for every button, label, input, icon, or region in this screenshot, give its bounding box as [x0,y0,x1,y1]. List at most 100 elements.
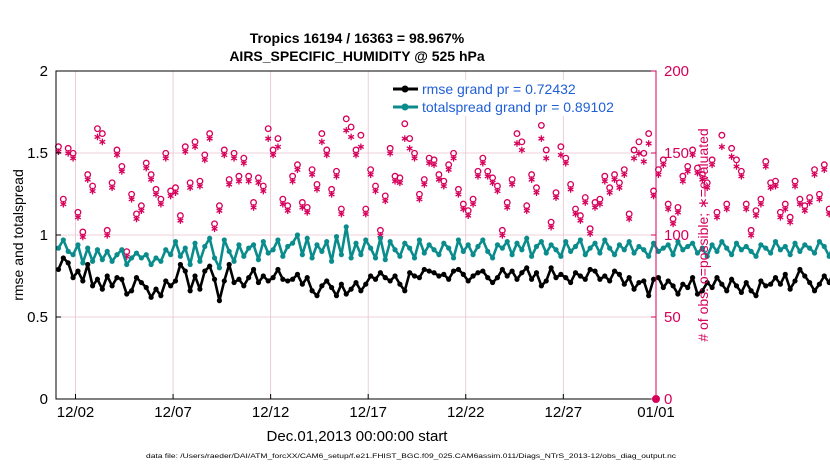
obs-evaluated-point [382,197,389,205]
obs-evaluated-point [533,189,540,197]
totalspread-point [592,240,598,246]
rmse-point [333,293,340,299]
obs-evaluated-point [201,156,208,164]
y-right-tick-label: 200 [664,63,689,80]
obs-evaluated-point [313,186,321,193]
rmse-point [621,281,627,287]
legend-spread-marker [401,103,409,111]
rmse-point [504,273,510,279]
rmse-point [133,275,140,281]
obs-evaluated-point [79,233,87,241]
totalspread-point [758,242,764,248]
totalspread-point [275,237,281,243]
rmse-point [465,278,471,284]
totalspread-point [714,248,720,254]
totalspread-point [748,248,754,254]
obs-evaluated-point [821,166,828,174]
obs-evaluated-point [650,192,657,200]
obs-evaluated-point [294,166,301,174]
totalspread-point [85,245,91,251]
x-tick-label: 12/22 [447,404,485,421]
obs-evaluated-point [552,194,560,201]
obs-evaluated-point [240,159,247,167]
obs-evaluated-point [484,173,491,180]
rmse-point [665,278,671,284]
rmse-point [143,284,149,291]
rmse-point [733,283,740,289]
rmse-point [148,294,154,300]
obs-evaluated-point [625,215,633,223]
rmse-point [294,271,301,277]
totalspread-point [792,240,798,246]
rmse-point [211,276,218,282]
totalspread-point [807,245,813,251]
totalspread-point [738,247,744,253]
obs-evaluated-point [811,171,818,178]
rmse-point [172,278,179,284]
obs-evaluated-point [357,143,365,151]
rmse-point [553,275,559,281]
obs-evaluated-point [352,151,360,159]
obs-possible-point [274,135,282,142]
obs-evaluated-point [772,182,779,190]
obs-evaluated-point [94,133,101,141]
obs-possible-point [557,143,565,151]
obs-evaluated-point [104,232,111,239]
totalspread-series [55,224,830,271]
obs-evaluated-point [74,214,82,221]
totalspread-point [402,240,408,246]
rmse-point [748,288,754,294]
y-axis-left: 0 0.5 1 1.5 2 [27,63,61,408]
obs-evaluated-point [60,200,67,208]
rmse-point [709,284,715,291]
rmse-point [285,278,291,284]
totalspread-point [333,234,340,240]
rmse-point [55,266,62,273]
totalspread-point [709,242,715,248]
rmse-point [548,265,554,271]
totalspread-point [133,250,140,256]
obs-possible-point [357,131,365,139]
totalspread-point [611,252,618,258]
rmse-point [611,268,618,274]
obs-evaluated-point [757,200,765,208]
rmse-point [241,283,247,289]
rmse-point [680,281,686,287]
obs-evaluated-point [186,184,194,192]
rmse-point [309,288,315,294]
obs-evaluated-point [333,173,340,180]
totalspread-point [504,238,510,245]
totalspread-point [255,257,262,263]
obs-evaluated-point [767,184,774,192]
totalspread-point [153,255,159,261]
totalspread-point [655,248,662,254]
obs-evaluated-point [269,151,277,159]
totalspread-point [426,242,432,248]
obs-evaluated-point [694,169,701,177]
rmse-point [363,281,369,287]
obs-evaluated-point [562,159,569,167]
totalspread-point [70,252,76,258]
obs-possible-point [98,130,106,138]
rmse-point [314,293,320,299]
obs-possible-point [347,123,355,131]
obs-evaluated-point [508,181,516,188]
rmse-point [738,289,744,295]
rmse-point [207,263,213,269]
y-right-tick-label: 150 [664,145,689,162]
totalspread-point [494,242,501,248]
rmse-point [197,286,203,292]
totalspread-line [57,225,830,270]
totalspread-point [646,253,652,259]
obs-evaluated-point [157,200,165,208]
obs-possible-point [640,149,648,157]
obs-evaluated-point [343,127,350,134]
legend-rmse-label: rmse grand pr = 0.72432 [422,81,576,97]
totalspread-point [216,265,223,271]
totalspread-point [529,253,535,259]
rmse-point [226,261,232,268]
obs-evaluated-point [645,140,652,147]
obs-evaluated-point [435,176,443,183]
totalspread-point [772,238,779,245]
obs-evaluated-point [777,214,784,221]
